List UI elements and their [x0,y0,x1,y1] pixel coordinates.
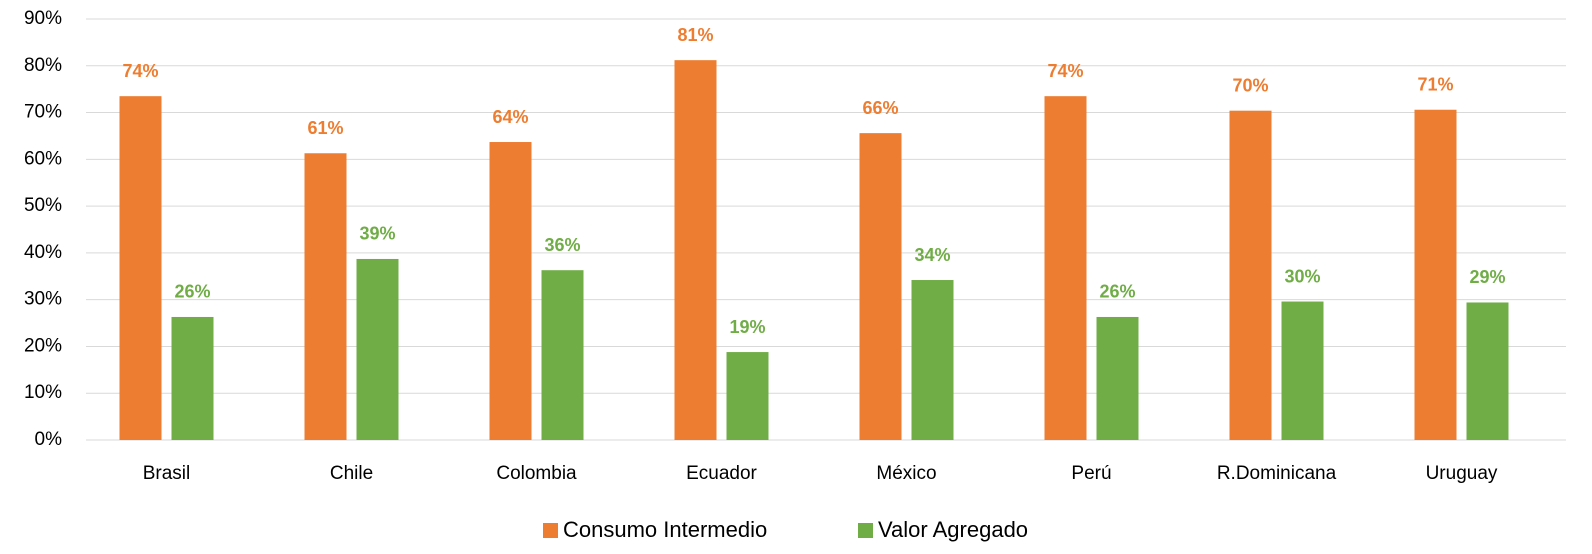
bar [726,352,769,440]
x-tick-label: Brasil [143,463,191,484]
data-label: 70% [1232,75,1268,95]
data-label: 74% [1047,61,1083,81]
x-tick-label: Uruguay [1426,463,1498,484]
bar [304,153,347,440]
data-label: 30% [1284,266,1320,286]
data-label: 61% [307,118,343,138]
y-tick-label: 0% [35,429,63,450]
bar [119,96,162,440]
data-label: 29% [1469,267,1505,287]
y-tick-label: 70% [24,102,62,123]
x-tick-label: Colombia [496,463,577,484]
bar [356,258,399,440]
bar [541,270,584,440]
bar [171,316,214,440]
y-tick-label: 40% [24,242,62,263]
data-label: 36% [544,235,580,255]
x-tick-label: Perú [1071,463,1111,484]
y-tick-label: 80% [24,55,62,76]
data-label: 34% [914,245,950,265]
data-label: 81% [677,25,713,45]
x-tick-label: Ecuador [686,463,757,484]
x-tick-label: México [876,463,936,484]
legend-swatch [858,523,873,538]
y-tick-label: 50% [24,195,62,216]
bar [489,142,532,440]
bar [1281,301,1324,440]
data-label: 71% [1417,74,1453,94]
data-label: 26% [1099,282,1135,302]
data-label: 66% [862,98,898,118]
data-label: 74% [122,61,158,81]
bar [1044,96,1087,440]
y-tick-label: 10% [24,382,62,403]
bar [1229,110,1272,440]
bar [1414,109,1457,440]
legend-swatch [543,523,558,538]
bar [674,60,717,441]
bar [911,280,954,440]
data-label: 64% [492,107,528,127]
y-tick-label: 60% [24,148,62,169]
bar [1096,316,1139,440]
legend-label: Consumo Intermedio [563,517,767,542]
data-label: 39% [359,224,395,244]
legend-label: Valor Agregado [878,517,1028,542]
y-tick-label: 90% [24,8,62,29]
x-tick-label: R.Dominicana [1217,463,1337,484]
y-tick-label: 30% [24,289,62,310]
y-tick-label: 20% [24,335,62,356]
bar [1466,302,1509,440]
bar [859,133,902,441]
data-label: 19% [729,317,765,337]
data-label: 26% [174,282,210,302]
x-tick-label: Chile [330,463,373,484]
